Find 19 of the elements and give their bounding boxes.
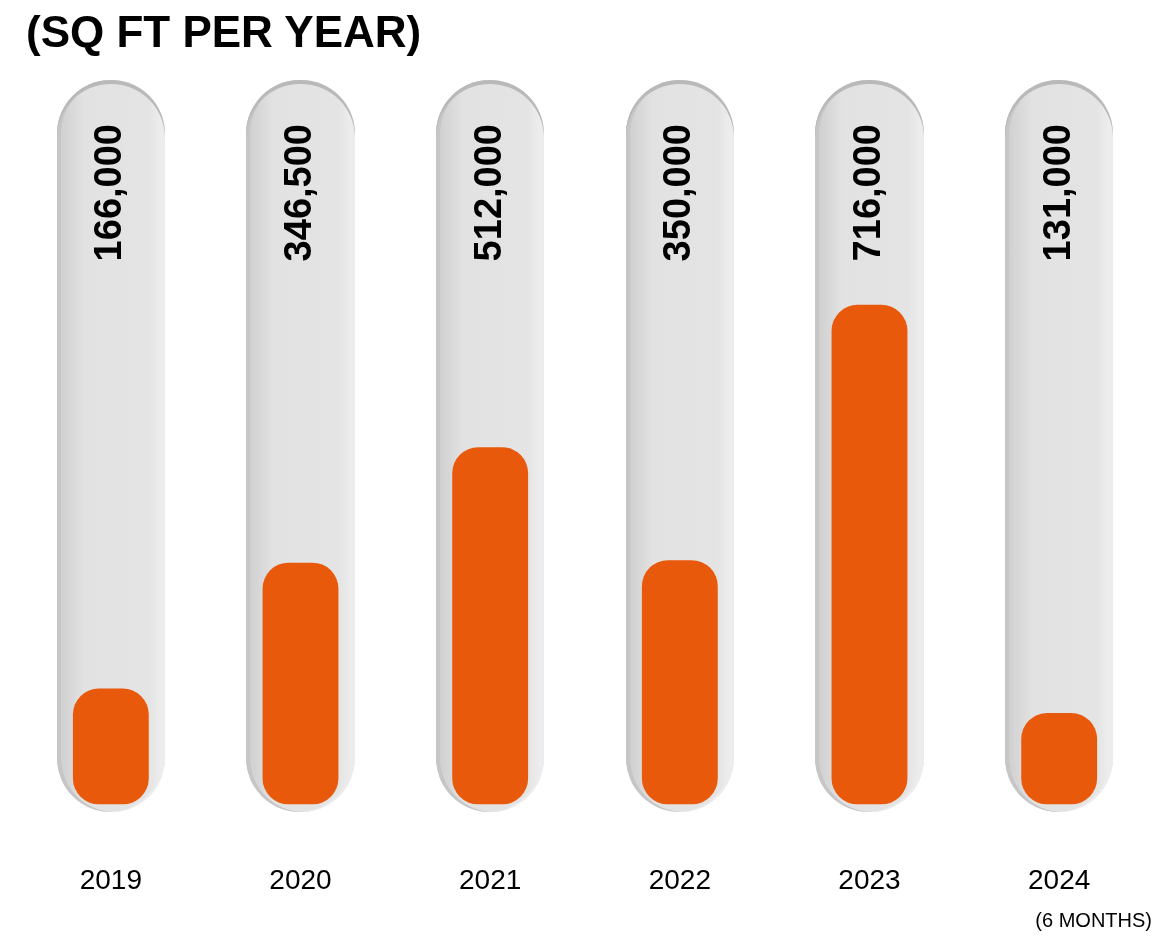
x-tick-label: 2023	[838, 863, 901, 895]
text: (6 MONTHS)	[1035, 908, 1152, 931]
bar	[262, 562, 339, 805]
x-tick-label: 2022	[648, 863, 711, 895]
bar	[831, 304, 908, 805]
data-label: 716,000	[845, 124, 888, 262]
x-tick-label: 2024	[1028, 863, 1091, 895]
data-label: 131,000	[1035, 124, 1078, 262]
x-tick-label: 2019	[79, 863, 142, 895]
data-label: 346,500	[276, 124, 319, 262]
x-tick-label: 2021	[459, 863, 522, 895]
x-tick-label: 2020	[269, 863, 332, 895]
bar	[452, 447, 529, 805]
data-label: 350,000	[656, 124, 699, 262]
chart-title: (SQ FT PER YEAR)	[25, 7, 423, 56]
data-label: 166,000	[87, 124, 130, 262]
data-label: 512,000	[466, 124, 509, 262]
bar	[72, 688, 149, 805]
bar	[641, 560, 718, 805]
